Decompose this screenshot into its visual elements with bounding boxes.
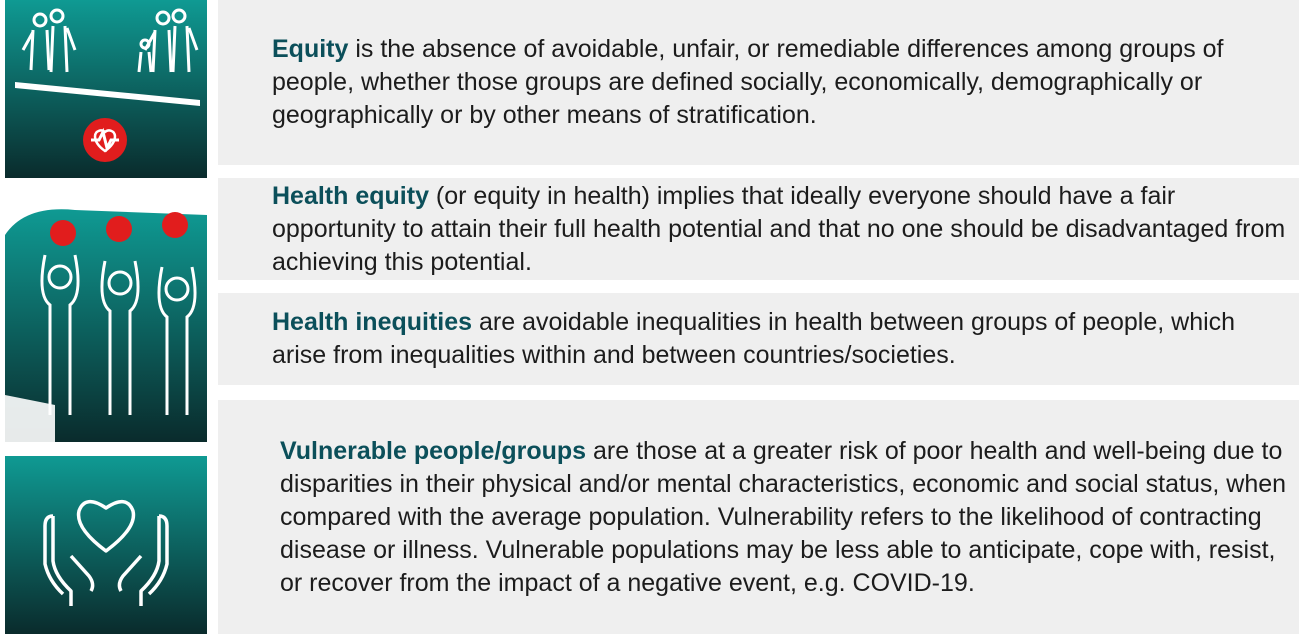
equity-icon (5, 0, 207, 178)
definition: Health inequities are avoidable inequali… (272, 306, 1291, 372)
definition: Equity is the absence of avoidable, unfa… (272, 33, 1291, 132)
health-equity-icon (5, 195, 207, 442)
term: Equity (272, 35, 348, 63)
definition: Vulnerable people/groups are those at a … (280, 435, 1291, 600)
definition-row: Equity is the absence of avoidable, unfa… (218, 0, 1299, 165)
definition: Health equity (or equity in health) impl… (272, 180, 1291, 279)
vulnerable-icon (5, 456, 207, 634)
term: Vulnerable people/groups (280, 437, 586, 465)
term: Health equity (272, 182, 429, 210)
page: {"definitions": [ {"term": "Equity", "te… (0, 0, 1299, 634)
definition-row: Health equity (or equity in health) impl… (218, 178, 1299, 280)
definition-row: Vulnerable people/groups are those at a … (218, 400, 1299, 634)
term: Health inequities (272, 308, 472, 336)
definition-row: Health inequities are avoidable inequali… (218, 293, 1299, 385)
definition-text: is the absence of avoidable, unfair, or … (272, 35, 1224, 129)
